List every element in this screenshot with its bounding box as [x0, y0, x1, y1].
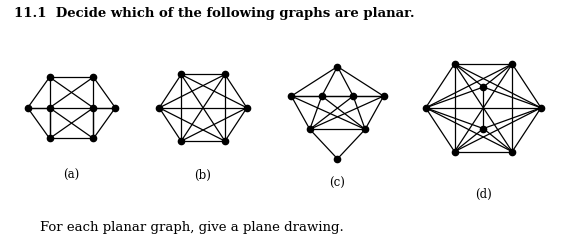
Text: 11.1  Decide which of the following graphs are planar.: 11.1 Decide which of the following graph… [14, 7, 415, 20]
Text: (a): (a) [63, 169, 80, 182]
Text: (b): (b) [194, 169, 212, 182]
Text: (c): (c) [329, 177, 345, 190]
Text: (d): (d) [475, 188, 492, 201]
Text: For each planar graph, give a plane drawing.: For each planar graph, give a plane draw… [40, 220, 344, 233]
